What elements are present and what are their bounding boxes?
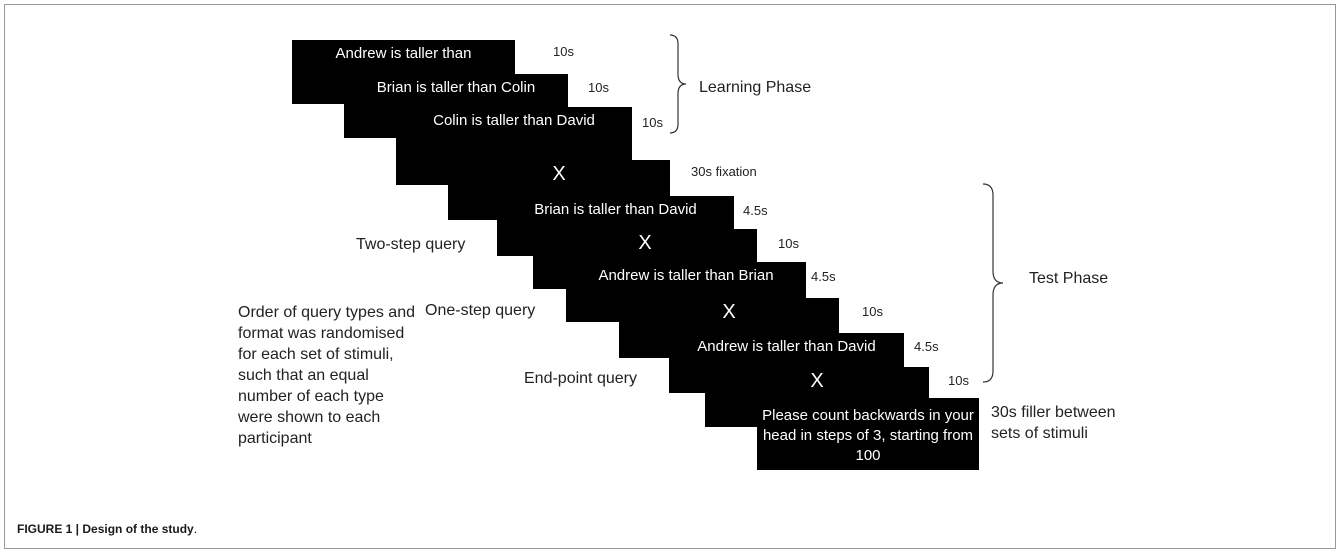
test-phase-label: Test Phase	[1029, 270, 1109, 287]
label-two-step-query: Two-step query	[356, 236, 466, 253]
timing-one-step: 4.5s	[811, 269, 836, 284]
label-one-step-query: One-step query	[425, 302, 536, 319]
timing-2: 10s	[588, 80, 609, 95]
slide-one-step-text: Andrew is taller than Brian	[598, 267, 774, 284]
timing-1: 10s	[553, 44, 574, 59]
slide-2-text: Brian is taller than Colin	[376, 79, 536, 96]
timing-two-step: 4.5s	[743, 203, 768, 218]
caption-rest: .	[193, 522, 198, 536]
slide-1-text: Andrew is taller than	[335, 45, 472, 62]
slide-x-4-text: X	[810, 370, 824, 392]
slide-one-step: Andrew is taller than Brian	[566, 262, 806, 322]
slide-filler-text: Please count backwards in your head in s…	[762, 407, 974, 464]
timing-filler: 30s filler between sets of stimuli	[991, 404, 1116, 442]
slide-x-3-text: X	[722, 301, 736, 323]
timing-3: 10s	[642, 115, 663, 130]
label-end-point-query: End-point query	[524, 370, 637, 387]
figure-caption: FIGURE 1 | Design of the study.	[17, 522, 197, 536]
timing-x-3: 10s	[862, 304, 883, 319]
slide-3-text: Colin is taller than David	[433, 112, 595, 129]
timing-fixation: 30s fixation	[691, 164, 757, 179]
randomisation-note: Order of query types and format was rand…	[238, 304, 415, 447]
slide-fixation-text: X	[552, 163, 566, 185]
slide-end-point-text: Andrew is taller than David	[697, 338, 876, 355]
timing-x-2: 10s	[778, 236, 799, 251]
slide-filler: Please count backwards in your head in s…	[757, 398, 979, 470]
test-phase-brace	[982, 183, 1004, 383]
slide-x-2-text: X	[638, 232, 652, 254]
timing-x-4: 10s	[948, 373, 969, 388]
slide-two-step-text: Brian is taller than David	[534, 201, 697, 218]
caption-title: FIGURE 1 | Design of the study	[17, 522, 194, 536]
learning-phase-label: Learning Phase	[699, 79, 812, 96]
learning-phase-brace	[669, 34, 687, 134]
timing-end-point: 4.5s	[914, 339, 939, 354]
